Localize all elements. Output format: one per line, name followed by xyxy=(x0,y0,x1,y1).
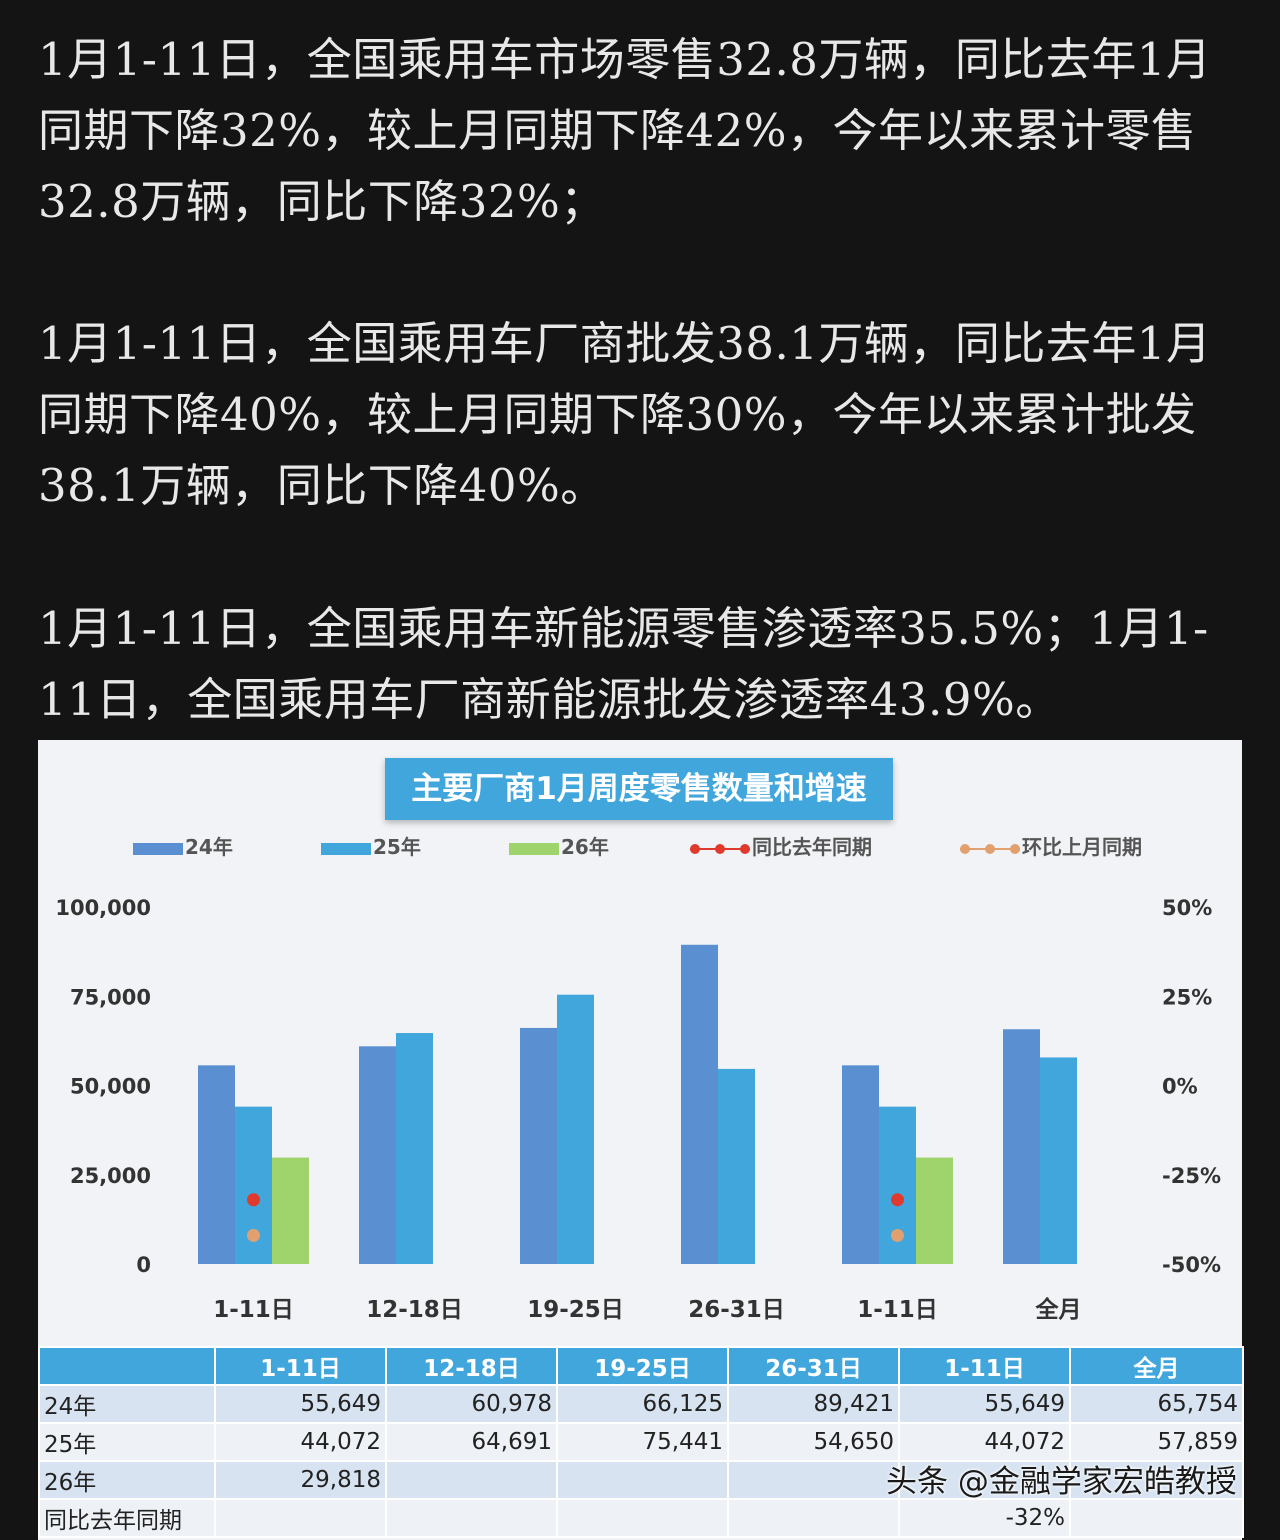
row-label: 26年 xyxy=(38,1460,216,1500)
paragraph-nev-penetration: 1月1-11日，全国乘用车新能源零售渗透率35.5%；1月1-11日，全国乘用车… xyxy=(38,602,1209,726)
table-row: 26年 29,818 xyxy=(38,1460,1244,1500)
bar-26年-0 xyxy=(272,1157,309,1264)
table-cell xyxy=(556,1498,729,1538)
watermark: 头条 @金融学家宏皓教授 xyxy=(886,1464,1237,1500)
table-cell: 65,754 xyxy=(1069,1384,1244,1424)
table-cell xyxy=(385,1460,558,1500)
point-环比上月同期-0 xyxy=(247,1228,260,1242)
bar-25年-5 xyxy=(1040,1057,1077,1264)
y-left-tick-label: 50,000 xyxy=(70,1075,151,1099)
table-cell: 64,691 xyxy=(385,1422,558,1462)
point-同比去年同期-4 xyxy=(891,1193,904,1207)
paragraph-wholesale: 1月1-11日，全国乘用车厂商批发38.1万辆，同比去年1月同期下降40%，较上… xyxy=(38,317,1212,512)
table-cell: 89,421 xyxy=(727,1384,900,1424)
paragraph-retail: 1月1-11日，全国乘用车市场零售32.8万辆，同比去年1月同期下降32%，较上… xyxy=(38,33,1212,228)
bar-25年-2 xyxy=(557,994,594,1264)
table-row: 24年 55,649 60,978 66,125 89,421 55,649 6… xyxy=(38,1384,1244,1424)
chart-plot: 0 25,000 50,000 75,000 100,000 -50% -25% 0% 25% 5… xyxy=(55,896,1221,1323)
table-cell: 44,072 xyxy=(898,1422,1071,1462)
table-header-cell: 1-11日 xyxy=(214,1346,387,1386)
legend-item-24: 24年 xyxy=(133,832,233,862)
x-category-label: 1-11日 xyxy=(213,1297,294,1323)
legend-label-25: 25年 xyxy=(373,835,421,859)
legend-label-24: 24年 xyxy=(185,835,233,859)
chart-title: 主要厂商1月周度零售数量和增速 xyxy=(385,758,893,820)
table-cell xyxy=(727,1498,900,1538)
legend-item-26: 26年 xyxy=(509,832,609,862)
y-left-tick-label: 0 xyxy=(136,1253,151,1277)
table-header-cell: 全月 xyxy=(1069,1346,1244,1386)
bar-26年-4 xyxy=(916,1157,953,1264)
table-cell xyxy=(1069,1460,1244,1500)
bar-25年-1 xyxy=(396,1033,433,1264)
table-cell: 29,818 xyxy=(214,1460,387,1500)
table-cell: 66,125 xyxy=(556,1384,729,1424)
y-right-tick-label: 50% xyxy=(1162,896,1212,920)
x-category-label: 全月 xyxy=(1035,1296,1082,1323)
bar-24年-5 xyxy=(1003,1029,1040,1264)
table-header-cell: 12-18日 xyxy=(385,1346,558,1386)
table-cell xyxy=(1069,1498,1244,1538)
chart-panel: 主要厂商1月周度零售数量和增速 24年 25年 26年 同比去年同期 环比上月同… xyxy=(38,740,1244,1540)
legend-item-yoy: 同比去年同期 xyxy=(690,832,872,862)
point-同比去年同期-0 xyxy=(247,1193,260,1207)
legend-item-mom: 环比上月同期 xyxy=(960,832,1142,862)
table-header-cell: 26-31日 xyxy=(727,1346,900,1386)
table-header-cell: 1-11日 xyxy=(898,1346,1071,1386)
point-环比上月同期-4 xyxy=(891,1228,904,1242)
table-header-cell: 19-25日 xyxy=(556,1346,729,1386)
y-left-tick-label: 25,000 xyxy=(70,1164,151,1188)
table-row: 25年 44,072 64,691 75,441 54,650 44,072 5… xyxy=(38,1422,1244,1462)
table-row: 同比去年同期 -32% xyxy=(38,1498,1244,1538)
legend-label-26: 26年 xyxy=(561,835,609,859)
table-cell xyxy=(898,1460,1071,1500)
y-left-tick-label: 75,000 xyxy=(70,985,151,1009)
legend-swatch-yoy xyxy=(690,842,750,856)
x-category-label: 19-25日 xyxy=(527,1297,624,1323)
table-cell xyxy=(556,1460,729,1500)
legend-item-25: 25年 xyxy=(321,832,421,862)
x-category-label: 26-31日 xyxy=(688,1297,785,1323)
table-cell: 57,859 xyxy=(1069,1422,1244,1462)
legend-swatch-25 xyxy=(321,842,371,855)
row-label: 24年 xyxy=(38,1384,216,1424)
table-cell xyxy=(385,1498,558,1538)
table-cell: 54,650 xyxy=(727,1422,900,1462)
table-cell: 55,649 xyxy=(214,1384,387,1424)
row-label: 25年 xyxy=(38,1422,216,1462)
legend-swatch-26 xyxy=(509,842,559,855)
table-cell: 44,072 xyxy=(214,1422,387,1462)
y-right-tick-label: 25% xyxy=(1162,985,1212,1009)
legend-label-yoy: 同比去年同期 xyxy=(752,835,872,859)
table-cell: 55,649 xyxy=(898,1384,1071,1424)
y-left-tick-label: 100,000 xyxy=(55,896,151,920)
bar-24年-1 xyxy=(359,1046,396,1264)
row-label: 同比去年同期 xyxy=(38,1498,216,1538)
table-cell: -32% xyxy=(898,1498,1071,1538)
bar-24年-4 xyxy=(842,1065,879,1264)
bar-24年-2 xyxy=(520,1027,557,1264)
bar-25年-3 xyxy=(718,1068,755,1264)
y-right-tick-label: 0% xyxy=(1162,1075,1198,1099)
table-header-cell xyxy=(38,1346,216,1386)
y-right-tick-label: -25% xyxy=(1162,1164,1221,1188)
table-header-row: 1-11日 12-18日 19-25日 26-31日 1-11日 全月 xyxy=(38,1346,1244,1386)
legend-label-mom: 环比上月同期 xyxy=(1022,835,1142,859)
legend-swatch-24 xyxy=(133,842,183,855)
table-cell: 60,978 xyxy=(385,1384,558,1424)
data-table: 1-11日 12-18日 19-25日 26-31日 1-11日 全月 24年 … xyxy=(38,1346,1244,1538)
x-category-label: 1-11日 xyxy=(857,1297,938,1323)
y-right-tick-label: -50% xyxy=(1162,1253,1221,1277)
legend-swatch-mom xyxy=(960,842,1020,856)
table-cell xyxy=(727,1460,900,1500)
x-category-label: 12-18日 xyxy=(366,1297,463,1323)
table-cell xyxy=(214,1498,387,1538)
bar-24年-0 xyxy=(198,1065,235,1264)
table-cell: 75,441 xyxy=(556,1422,729,1462)
bar-24年-3 xyxy=(681,944,718,1264)
